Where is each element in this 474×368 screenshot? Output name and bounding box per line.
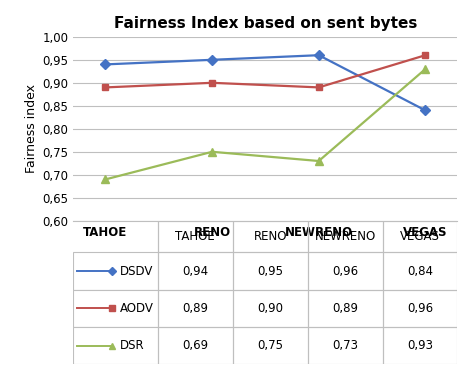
Text: 0,96: 0,96 bbox=[332, 265, 358, 277]
Bar bbox=[308, 252, 383, 290]
Bar bbox=[383, 252, 457, 290]
Text: TAHOE: TAHOE bbox=[175, 230, 215, 243]
Bar bbox=[383, 327, 457, 364]
Bar bbox=[73, 327, 158, 364]
Text: RENO: RENO bbox=[254, 230, 287, 243]
Bar bbox=[73, 252, 158, 290]
Text: AODV: AODV bbox=[119, 302, 154, 315]
Text: NEWRENO: NEWRENO bbox=[314, 230, 376, 243]
Bar bbox=[73, 290, 158, 327]
Bar bbox=[158, 252, 233, 290]
Bar bbox=[308, 221, 383, 252]
Text: 0,94: 0,94 bbox=[182, 265, 209, 277]
Bar bbox=[233, 221, 308, 252]
Bar bbox=[233, 252, 308, 290]
Text: 0,73: 0,73 bbox=[332, 339, 358, 352]
Bar bbox=[158, 327, 233, 364]
Y-axis label: Fairness index: Fairness index bbox=[26, 84, 38, 173]
Text: 0,95: 0,95 bbox=[257, 265, 283, 277]
Text: 0,89: 0,89 bbox=[182, 302, 209, 315]
Text: 0,84: 0,84 bbox=[407, 265, 433, 277]
Bar bbox=[383, 290, 457, 327]
Text: 0,96: 0,96 bbox=[407, 302, 433, 315]
Bar bbox=[308, 327, 383, 364]
Bar bbox=[233, 290, 308, 327]
Text: DSR: DSR bbox=[119, 339, 144, 352]
Text: 0,93: 0,93 bbox=[407, 339, 433, 352]
Bar bbox=[308, 290, 383, 327]
Bar bbox=[158, 290, 233, 327]
Title: Fairness Index based on sent bytes: Fairness Index based on sent bytes bbox=[114, 17, 417, 32]
Text: DSDV: DSDV bbox=[119, 265, 153, 277]
Bar bbox=[233, 327, 308, 364]
Text: 0,75: 0,75 bbox=[257, 339, 283, 352]
Bar bbox=[383, 221, 457, 252]
Text: 0,69: 0,69 bbox=[182, 339, 209, 352]
Text: VEGAS: VEGAS bbox=[400, 230, 440, 243]
Bar bbox=[158, 221, 233, 252]
Text: 0,89: 0,89 bbox=[332, 302, 358, 315]
Text: 0,90: 0,90 bbox=[257, 302, 283, 315]
